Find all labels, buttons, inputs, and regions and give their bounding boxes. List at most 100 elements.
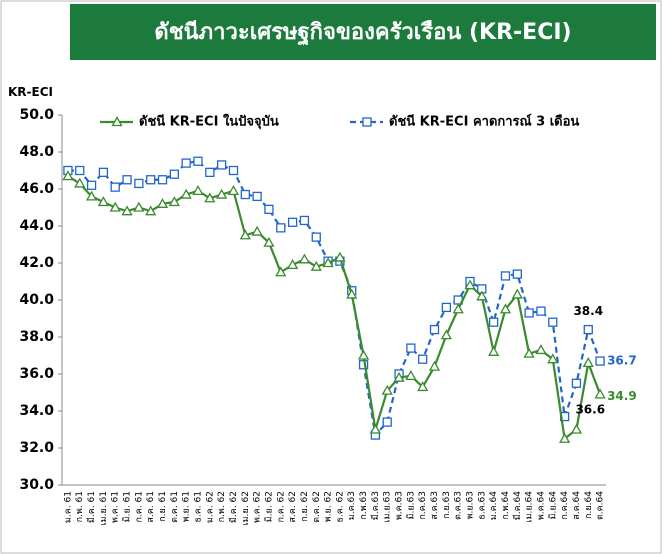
marker bbox=[109, 201, 121, 212]
marker bbox=[418, 354, 428, 364]
marker bbox=[98, 167, 109, 178]
x-tick-label: ส.ค.63 bbox=[430, 491, 440, 520]
marker bbox=[299, 215, 310, 226]
y-tick-label: 44.0 bbox=[19, 218, 54, 234]
x-tick-label: ก.ค. 62 bbox=[276, 491, 286, 523]
x-tick-label: ธ.ค. 62 bbox=[335, 491, 345, 523]
y-tick-label: 46.0 bbox=[19, 181, 54, 197]
x-tick-label: ก.ค.63 bbox=[418, 491, 428, 520]
y-tick-label: 30.0 bbox=[19, 477, 54, 493]
marker bbox=[489, 317, 499, 327]
marker bbox=[86, 180, 97, 190]
marker bbox=[110, 182, 120, 192]
marker bbox=[75, 165, 85, 176]
x-tick-label: มิ.ย.63 bbox=[405, 491, 416, 519]
x-tick-label: มี.ค. 62 bbox=[228, 491, 239, 523]
marker bbox=[464, 279, 476, 290]
marker bbox=[252, 191, 262, 202]
marker bbox=[548, 317, 558, 327]
marker bbox=[228, 165, 239, 176]
marker bbox=[133, 201, 145, 212]
x-tick-label: ก.พ.64 bbox=[501, 491, 511, 520]
marker bbox=[156, 197, 169, 208]
legend-marker bbox=[362, 117, 372, 127]
marker bbox=[452, 303, 464, 314]
x-tick-label: ต.ค.64 bbox=[596, 491, 606, 520]
x-tick-label: ต.ค.63 bbox=[454, 491, 464, 520]
x-tick-label: มิ.ย. 61 bbox=[122, 491, 133, 522]
marker bbox=[428, 360, 441, 371]
data-label: 36.6 bbox=[575, 402, 605, 416]
x-tick-label: ก.ย. 61 bbox=[158, 491, 168, 522]
y-tick-label: 48.0 bbox=[19, 144, 54, 160]
title-banner bbox=[70, 4, 656, 60]
x-tick-label: ก.ย.64 bbox=[584, 491, 594, 519]
marker bbox=[499, 303, 512, 314]
marker bbox=[369, 423, 382, 434]
x-tick-label: มิ.ย. 62 bbox=[263, 491, 274, 522]
marker bbox=[547, 353, 559, 364]
y-tick-label: 36.0 bbox=[19, 366, 54, 382]
marker bbox=[275, 266, 287, 277]
marker bbox=[74, 177, 86, 188]
marker bbox=[145, 205, 157, 216]
x-tick-label: ก.ย. 62 bbox=[300, 491, 310, 522]
marker bbox=[286, 259, 299, 269]
x-tick-label: ก.พ. 61 bbox=[75, 491, 85, 522]
marker bbox=[524, 308, 534, 318]
y-tick-label: 32.0 bbox=[19, 440, 54, 456]
x-tick-label: ม.ค.64 bbox=[489, 491, 499, 520]
marker bbox=[558, 432, 571, 443]
x-tick-label: ส.ค.64 bbox=[572, 491, 582, 520]
marker bbox=[264, 204, 274, 215]
marker bbox=[500, 271, 511, 281]
legend-marker bbox=[111, 116, 123, 127]
marker bbox=[594, 388, 606, 399]
marker bbox=[240, 189, 250, 200]
marker bbox=[393, 371, 405, 382]
data-label: 38.4 bbox=[573, 304, 603, 318]
marker bbox=[595, 356, 605, 366]
marker bbox=[134, 178, 144, 189]
marker bbox=[169, 169, 179, 179]
x-tick-label: มี.ค. 61 bbox=[86, 491, 97, 523]
marker bbox=[429, 324, 440, 335]
marker bbox=[406, 343, 416, 353]
marker bbox=[85, 190, 98, 201]
marker bbox=[157, 175, 168, 185]
y-tick-label: 38.0 bbox=[19, 329, 54, 345]
marker bbox=[97, 196, 110, 207]
x-tick-label: ม.ค. 62 bbox=[205, 491, 215, 523]
marker bbox=[298, 253, 311, 264]
marker bbox=[310, 260, 322, 271]
x-tick-label: ก.ค. 61 bbox=[134, 491, 144, 523]
marker bbox=[357, 349, 370, 360]
marker bbox=[582, 357, 594, 368]
marker bbox=[570, 423, 583, 434]
x-tick-label: ก.ค.64 bbox=[560, 491, 570, 520]
marker bbox=[441, 302, 451, 313]
marker bbox=[239, 229, 251, 240]
x-tick-label: ต.ค. 62 bbox=[312, 491, 322, 523]
x-tick-label: พ.ค. 61 bbox=[111, 491, 121, 523]
marker bbox=[193, 156, 203, 166]
x-tick-label: ธ.ค.63 bbox=[477, 491, 487, 520]
marker bbox=[536, 306, 546, 316]
marker bbox=[251, 225, 263, 236]
x-tick-label: ส.ค. 61 bbox=[146, 491, 156, 523]
marker bbox=[382, 417, 392, 427]
x-tick-label: พ.ค. 62 bbox=[253, 491, 263, 523]
marker bbox=[180, 188, 192, 199]
x-tick-label: เม.ย. 61 bbox=[99, 491, 109, 525]
marker bbox=[205, 167, 215, 178]
y-tick-label: 40.0 bbox=[19, 292, 54, 308]
legend-label: ดัชนี KR-ECI คาดการณ์ 3 เดือน bbox=[389, 114, 579, 130]
x-tick-label: ส.ค. 62 bbox=[288, 491, 298, 523]
x-tick-label: ธ.ค. 61 bbox=[194, 491, 204, 523]
x-tick-label: พ.ย. 62 bbox=[324, 491, 334, 522]
x-tick-label: มิ.ย.64 bbox=[547, 491, 558, 520]
marker bbox=[168, 196, 180, 207]
marker bbox=[287, 217, 298, 227]
